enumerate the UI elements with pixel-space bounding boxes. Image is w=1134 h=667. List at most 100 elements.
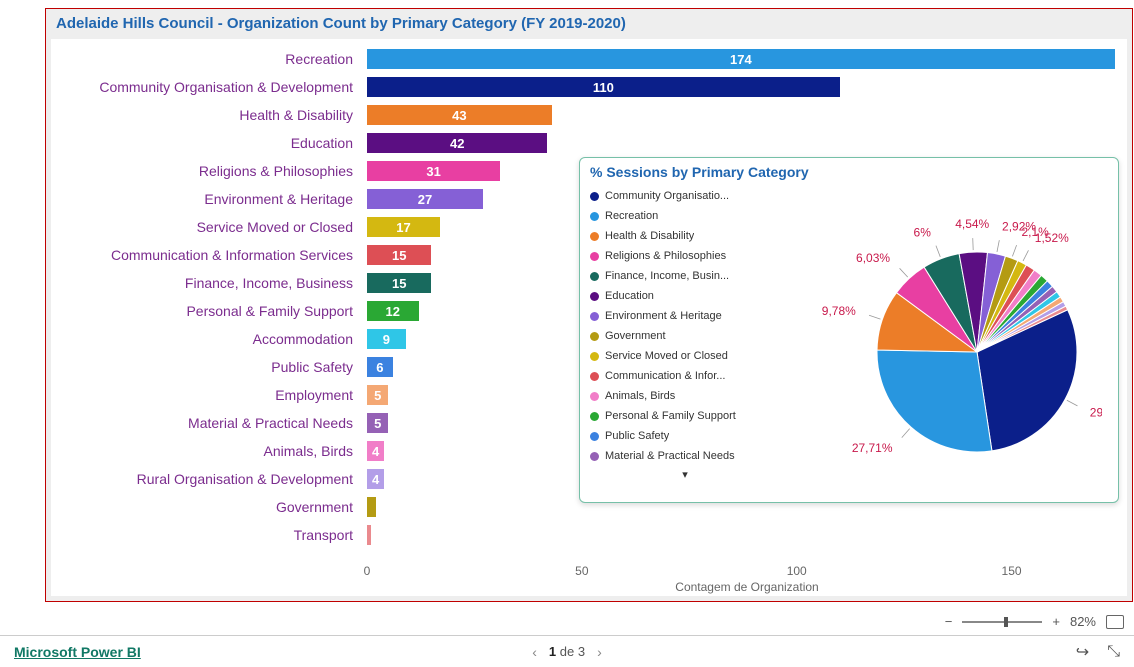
chart-area: Recreation174Community Organisation & De… [51,39,1127,596]
bar-label: Animals, Birds [51,443,361,459]
pager-sep: de [556,644,578,659]
legend-item[interactable]: Animals, Birds [590,386,780,406]
zoom-slider[interactable] [962,621,1042,623]
bar-row: Health & Disability43 [51,103,1127,127]
pager-next-button[interactable]: › [597,644,602,660]
bar-label: Transport [51,527,361,543]
fullscreen-icon[interactable]: ⤡ [1107,643,1120,661]
legend-item[interactable]: Health & Disability [590,226,780,246]
bar[interactable]: 5 [367,413,388,433]
bar[interactable]: 174 [367,49,1115,69]
legend-label: Community Organisatio... [605,190,729,202]
bar[interactable]: 5 [367,385,388,405]
powerbi-link[interactable]: Microsoft Power BI [14,644,141,660]
bar-label: Religions & Philosophies [51,163,361,179]
bar-label: Finance, Income, Business [51,275,361,291]
bar[interactable]: 43 [367,105,552,125]
legend-label: Personal & Family Support [605,410,736,422]
bar-label: Employment [51,387,361,403]
x-axis-title: Contagem de Organization [367,580,1127,594]
x-axis-tick: 0 [364,564,371,578]
legend-label: Education [605,290,654,302]
legend-item[interactable]: Service Moved or Closed [590,346,780,366]
pager: ‹ 1 de 3 › [532,644,602,660]
bar[interactable]: 12 [367,301,419,321]
bar-label: Personal & Family Support [51,303,361,319]
legend-marker-icon [590,412,599,421]
bar[interactable]: 4 [367,441,384,461]
bar[interactable] [367,497,376,517]
x-axis-tick: 150 [1002,564,1022,578]
bar-row: Education 42 [51,131,1127,155]
legend-marker-icon [590,272,599,281]
legend-item[interactable]: Education [590,286,780,306]
bar-row: Transport [51,523,1127,547]
legend-item[interactable]: Environment & Heritage [590,306,780,326]
pie-slice-label: 9,78% [822,304,856,318]
bar-label: Rural Organisation & Development [51,471,361,487]
bar[interactable]: 4 [367,469,384,489]
bar[interactable]: 42 [367,133,547,153]
legend-label: Health & Disability [605,230,694,242]
legend-marker-icon [590,452,599,461]
bar-label: Community Organisation & Development [51,79,361,95]
legend-item[interactable]: Communication & Infor... [590,366,780,386]
bar-label: Public Safety [51,359,361,375]
pie-slice[interactable] [877,350,992,452]
legend-marker-icon [590,192,599,201]
bar[interactable]: 15 [367,245,431,265]
legend-item[interactable]: Finance, Income, Busin... [590,266,780,286]
fit-to-page-icon[interactable] [1106,615,1124,629]
legend-label: Material & Practical Needs [605,450,735,462]
bar-row: Community Organisation & Development 110 [51,75,1127,99]
legend-item[interactable]: Government [590,326,780,346]
bar[interactable]: 31 [367,161,500,181]
bar[interactable]: 9 [367,329,406,349]
legend-item[interactable]: Personal & Family Support [590,406,780,426]
bar[interactable]: 6 [367,357,393,377]
bar[interactable]: 17 [367,217,440,237]
zoom-value: 82% [1070,614,1096,629]
bar[interactable] [367,525,371,545]
bar[interactable]: 15 [367,273,431,293]
share-icon[interactable]: ↪ [1076,642,1089,662]
bar-label: Accommodation [51,331,361,347]
legend-item[interactable]: Material & Practical Needs [590,446,780,466]
pie-legend: Community Organisatio... Recreation Health… [590,186,780,481]
legend-item[interactable]: Community Organisatio... [590,186,780,206]
bar-label: Service Moved or Closed [51,219,361,235]
bar-label: Environment & Heritage [51,191,361,207]
legend-marker-icon [590,212,599,221]
pager-total: 3 [578,644,585,659]
legend-label: Government [605,330,666,342]
pie-slice-label: 27,71% [852,441,893,455]
legend-marker-icon [590,392,599,401]
pie-slice-label: 6,03% [856,251,890,265]
zoom-in-button[interactable]: + [1052,614,1060,629]
zoom-slider-thumb[interactable] [1004,617,1008,627]
legend-item[interactable]: Religions & Philosophies [590,246,780,266]
pager-text: 1 de 3 [549,644,585,659]
report-frame: Adelaide Hills Council - Organization Co… [45,8,1133,602]
legend-expand-icon[interactable]: ▾ [590,468,780,481]
bar[interactable]: 110 [367,77,840,97]
legend-marker-icon [590,372,599,381]
legend-label: Animals, Birds [605,390,675,402]
legend-item[interactable]: Public Safety [590,426,780,446]
bar-label: Education [51,135,361,151]
pie-chart[interactable]: 29,56%27,71%9,78%6,03%6%4,54%2,92%2,1%1,… [792,192,1102,492]
legend-label: Environment & Heritage [605,310,722,322]
pager-prev-button[interactable]: ‹ [532,644,537,660]
legend-item[interactable]: Recreation [590,206,780,226]
legend-label: Service Moved or Closed [605,350,728,362]
zoom-out-button[interactable]: − [945,614,953,629]
bar-label: Government [51,499,361,515]
zoom-controls: − + 82% [945,614,1124,629]
pager-current: 1 [549,644,556,659]
legend-marker-icon [590,252,599,261]
bar[interactable]: 27 [367,189,483,209]
bar-label: Material & Practical Needs [51,415,361,431]
pie-title: % Sessions by Primary Category [580,158,1118,182]
pie-slice-label: 4,54% [955,217,989,231]
legend-marker-icon [590,292,599,301]
